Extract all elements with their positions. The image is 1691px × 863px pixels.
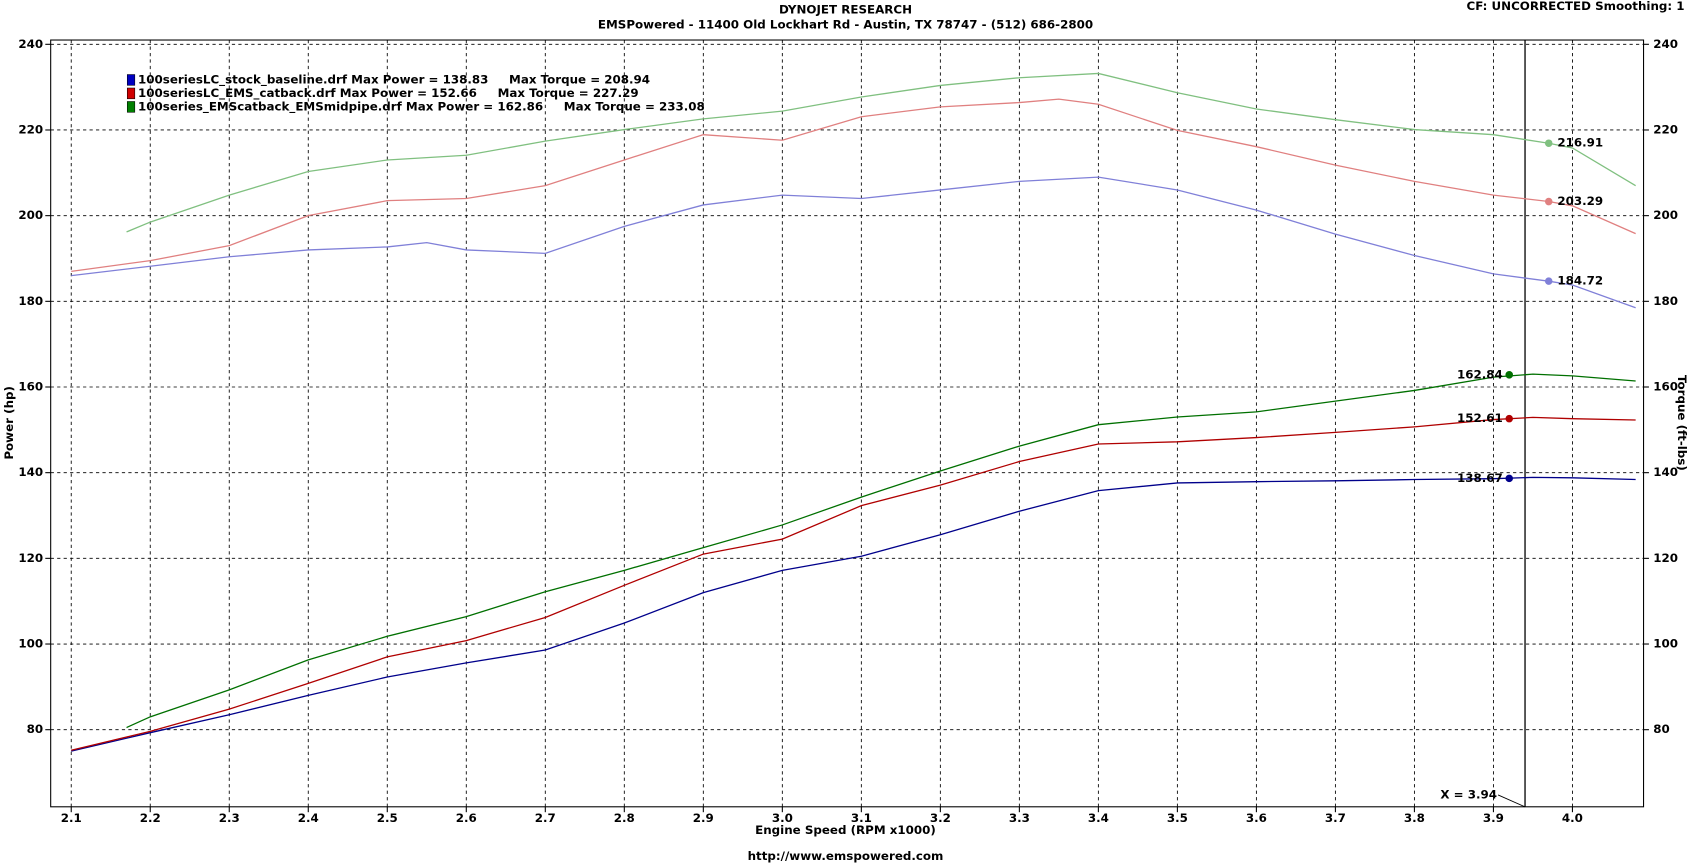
legend-label: 100seriesLC_stock_baseline.drf Max Power… xyxy=(138,72,650,87)
y2-tick-label: 100 xyxy=(1653,637,1678,651)
y2-tick-label: 160 xyxy=(1653,380,1678,394)
y-tick-label: 160 xyxy=(18,380,43,394)
legend-label: 100series_EMScatback_EMSmidpipe.drf Max … xyxy=(138,99,705,114)
cursor-dot xyxy=(1505,414,1514,423)
x-tick-label: 2.4 xyxy=(298,811,319,825)
y-tick-label: 180 xyxy=(18,294,43,308)
y2-tick-label: 220 xyxy=(1653,122,1678,136)
y2-tick-label: 120 xyxy=(1653,551,1678,565)
y2-tick-label: 80 xyxy=(1653,722,1670,736)
legend-swatch xyxy=(126,101,136,113)
y-tick-label: 100 xyxy=(18,637,43,651)
y2-tick-label: 200 xyxy=(1653,208,1678,222)
y-tick-label: 220 xyxy=(18,122,43,136)
y2-tick-label: 140 xyxy=(1653,465,1678,479)
cursor-dot xyxy=(1544,139,1553,147)
x-tick-label: 3.8 xyxy=(1404,811,1425,825)
plot-frame xyxy=(50,39,1645,808)
x-tick-label: 4.0 xyxy=(1562,811,1583,825)
x-tick-label: 2.8 xyxy=(614,811,635,825)
x-tick-label: 2.7 xyxy=(535,811,556,825)
cursor-value: 162.84 xyxy=(1457,367,1503,381)
y-tick-label: 120 xyxy=(18,551,43,565)
power-torque-line xyxy=(126,373,1636,729)
x-tick-label: 2.3 xyxy=(219,811,240,825)
y2-tick-label: 180 xyxy=(1653,294,1678,308)
x-axis-label: Engine Speed (RPM x1000) xyxy=(755,823,936,837)
x-tick-label: 2.1 xyxy=(61,811,82,825)
legend-swatch xyxy=(126,87,136,100)
y-tick-label: 140 xyxy=(18,465,43,479)
footer: http://www.emspowered.com xyxy=(748,849,944,863)
power-torque-line xyxy=(126,72,1636,233)
chart-subtitle: EMSPowered - 11400 Old Lockhart Rd - Aus… xyxy=(598,17,1093,31)
x-tick-label: 2.9 xyxy=(693,811,714,825)
y-tick-label: 80 xyxy=(27,722,44,736)
x-tick-label: 3.0 xyxy=(772,811,793,825)
cursor-value: 138.67 xyxy=(1457,471,1503,485)
x-tick-label: 3.4 xyxy=(1088,811,1109,825)
legend-label: 100seriesLC_EMS_catback.drf Max Power = … xyxy=(138,86,639,101)
x-tick-label: 2.5 xyxy=(377,811,398,825)
x-tick-label: 3.3 xyxy=(1009,811,1030,825)
y-tick-label: 240 xyxy=(18,37,43,51)
x-tick-label: 3.2 xyxy=(930,811,951,825)
legend-swatch xyxy=(126,74,136,86)
settings: CF: UNCORRECTED Smoothing: 1 xyxy=(1466,0,1684,13)
power-torque-line xyxy=(71,176,1636,309)
power-torque-line xyxy=(71,476,1636,752)
x-tick-label: 2.2 xyxy=(140,811,161,825)
x-tick-label: 3.7 xyxy=(1325,811,1346,825)
cursor-value: 203.29 xyxy=(1557,194,1603,208)
y2-tick-label: 240 xyxy=(1653,37,1678,51)
cursor-value: 216.91 xyxy=(1557,136,1603,150)
cursor-value: 152.61 xyxy=(1457,411,1503,425)
x-tick-label: 3.9 xyxy=(1483,811,1504,825)
power-torque-line xyxy=(71,416,1636,751)
x-tick-label: 3.5 xyxy=(1167,811,1188,825)
chart-title: DYNOJET RESEARCH xyxy=(779,2,912,16)
cursor-pointer xyxy=(1497,794,1526,808)
y-tick-label: 200 xyxy=(18,208,43,222)
y-axis-label: Power (hp) xyxy=(2,386,16,460)
power-torque-line xyxy=(71,98,1636,272)
cursor-dot xyxy=(1505,474,1514,483)
cursor-dot xyxy=(1544,197,1553,206)
cursor-value: 184.72 xyxy=(1557,274,1603,288)
y2-axis-label: Torque (ft-lbs) xyxy=(1675,375,1689,471)
cursor-dot xyxy=(1505,371,1514,379)
x-tick-label: 3.6 xyxy=(1246,811,1267,825)
cursor-label: X = 3.94 xyxy=(1440,787,1497,801)
cursor-dot xyxy=(1544,277,1553,285)
x-tick-label: 3.1 xyxy=(851,811,872,825)
x-tick-label: 2.6 xyxy=(456,811,477,825)
